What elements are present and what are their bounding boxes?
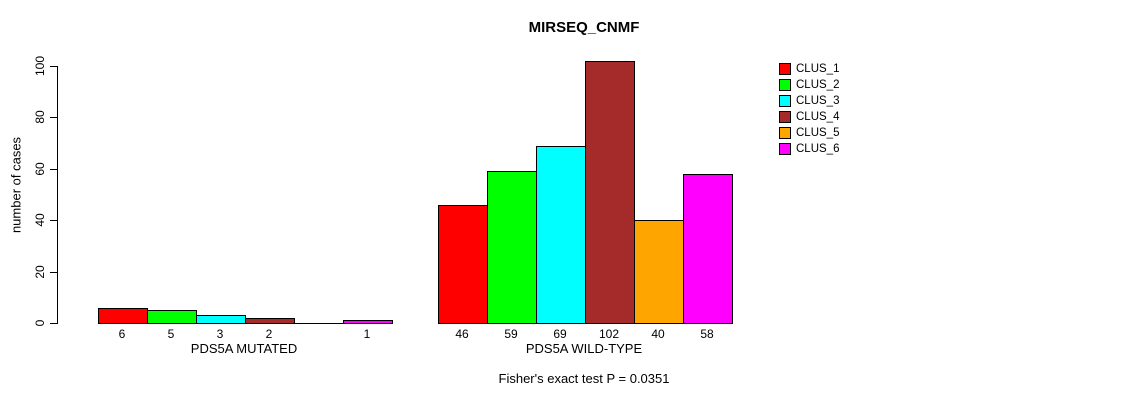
bar-clus_1-group1 bbox=[438, 205, 488, 324]
y-tick bbox=[50, 271, 57, 273]
y-tick bbox=[50, 323, 57, 324]
legend-item-clus_5: CLUS_5 bbox=[779, 125, 839, 141]
bar-value-label: 5 bbox=[167, 327, 175, 341]
bar-clus_6-group1 bbox=[683, 174, 733, 324]
y-tick bbox=[50, 168, 57, 170]
legend-label: CLUS_3 bbox=[796, 95, 840, 107]
bar-clus_5-group0 bbox=[294, 323, 344, 324]
bar-clus_6-group0 bbox=[343, 320, 393, 324]
legend-swatch bbox=[779, 127, 791, 139]
bar-value-label: 102 bbox=[598, 327, 620, 341]
bar-value-label: 59 bbox=[504, 327, 518, 341]
legend-label: CLUS_6 bbox=[796, 143, 840, 155]
y-tick-label: 80 bbox=[33, 110, 47, 125]
y-tick bbox=[50, 117, 57, 119]
bar-value-label: 58 bbox=[700, 327, 714, 341]
chart-title: MIRSEQ_CNMF bbox=[528, 19, 640, 36]
y-tick bbox=[50, 66, 57, 67]
legend-swatch bbox=[779, 143, 791, 155]
bar-clus_4-group1 bbox=[585, 61, 635, 324]
bar-clus_5-group1 bbox=[634, 220, 684, 324]
legend-swatch bbox=[779, 79, 791, 91]
y-tick-label: 0 bbox=[33, 319, 47, 327]
x-axis-group-label-mutated: PDS5A MUTATED bbox=[190, 341, 298, 356]
bar-clus_2-group0 bbox=[147, 310, 197, 324]
legend-item-clus_3: CLUS_3 bbox=[779, 93, 839, 109]
bar-clus_2-group1 bbox=[487, 171, 537, 324]
bar-clus_4-group0 bbox=[245, 318, 295, 324]
legend-swatch bbox=[779, 63, 791, 75]
legend-swatch bbox=[779, 111, 791, 123]
legend-swatch bbox=[779, 95, 791, 107]
y-axis-line bbox=[57, 66, 58, 324]
legend-label: CLUS_4 bbox=[796, 111, 840, 123]
legend-item-clus_6: CLUS_6 bbox=[779, 141, 839, 157]
bar-value-label: 46 bbox=[455, 327, 469, 341]
bar-clus_1-group0 bbox=[98, 308, 148, 324]
y-tick bbox=[50, 220, 57, 222]
y-tick-label: 60 bbox=[33, 162, 47, 176]
bar-clus_3-group1 bbox=[536, 146, 586, 324]
bar-value-label: 3 bbox=[216, 327, 224, 341]
legend-label: CLUS_5 bbox=[796, 127, 840, 139]
bar-value-label: 40 bbox=[651, 327, 665, 341]
x-axis-group-label-wildtype: PDS5A WILD-TYPE bbox=[525, 341, 643, 356]
y-tick-label: 100 bbox=[33, 55, 47, 77]
bar-value-label: 2 bbox=[265, 327, 273, 341]
legend-item-clus_4: CLUS_4 bbox=[779, 109, 839, 125]
y-tick-label: 40 bbox=[33, 213, 47, 227]
bar-value-label: 6 bbox=[118, 327, 126, 341]
legend-item-clus_1: CLUS_1 bbox=[779, 61, 839, 77]
bar-value-label: 1 bbox=[363, 327, 371, 341]
y-axis-label: number of cases bbox=[8, 136, 24, 234]
legend: CLUS_1 CLUS_2 CLUS_3 CLUS_4 CLUS_5 CLUS_6 bbox=[779, 61, 839, 157]
legend-label: CLUS_2 bbox=[796, 79, 840, 91]
legend-label: CLUS_1 bbox=[796, 63, 840, 75]
y-tick-label: 20 bbox=[33, 264, 47, 279]
bar-clus_3-group0 bbox=[196, 315, 246, 324]
subtitle-fisher-test: Fisher's exact test P = 0.0351 bbox=[498, 371, 670, 386]
bar-value-label: 69 bbox=[553, 327, 567, 341]
legend-item-clus_2: CLUS_2 bbox=[779, 77, 839, 93]
